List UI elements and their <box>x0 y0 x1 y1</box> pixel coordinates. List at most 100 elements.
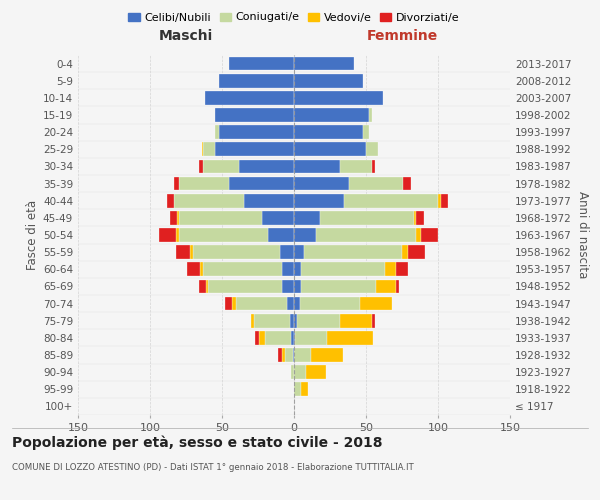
Bar <box>294 176 349 190</box>
Bar <box>421 228 438 242</box>
Bar <box>294 246 304 259</box>
Bar <box>294 366 305 379</box>
Bar <box>179 176 229 190</box>
Bar <box>229 176 294 190</box>
Bar <box>193 246 280 259</box>
Bar <box>416 211 424 224</box>
Bar <box>297 314 340 328</box>
Bar <box>294 108 369 122</box>
Bar <box>294 382 301 396</box>
Bar <box>280 246 294 259</box>
Text: Femmine: Femmine <box>367 29 437 43</box>
Bar <box>236 296 287 310</box>
Bar <box>203 160 239 173</box>
Bar <box>369 108 372 122</box>
Bar <box>372 314 374 328</box>
Bar <box>265 331 291 344</box>
Bar <box>360 296 392 310</box>
Bar <box>268 228 294 242</box>
Bar <box>232 296 236 310</box>
Bar <box>295 331 327 344</box>
Bar <box>200 262 203 276</box>
Bar <box>320 211 413 224</box>
Bar <box>175 176 179 190</box>
Bar <box>215 142 294 156</box>
Bar <box>304 246 402 259</box>
Bar <box>199 280 206 293</box>
Bar <box>301 280 376 293</box>
Bar <box>225 296 232 310</box>
Bar <box>278 348 283 362</box>
Bar <box>179 211 262 224</box>
Legend: Celibi/Nubili, Coniugati/e, Vedovi/e, Divorziati/e: Celibi/Nubili, Coniugati/e, Vedovi/e, Di… <box>124 8 464 27</box>
Bar <box>349 176 403 190</box>
Bar <box>215 126 219 139</box>
Bar <box>290 314 294 328</box>
Bar <box>255 331 259 344</box>
Bar <box>176 246 190 259</box>
Bar <box>259 331 265 344</box>
Bar <box>291 331 294 344</box>
Bar <box>294 314 297 328</box>
Bar <box>293 348 294 362</box>
Bar <box>441 194 448 207</box>
Bar <box>294 126 363 139</box>
Bar <box>294 280 301 293</box>
Bar <box>283 280 294 293</box>
Bar <box>340 314 372 328</box>
Bar <box>203 262 283 276</box>
Bar <box>203 142 215 156</box>
Bar <box>372 160 374 173</box>
Bar <box>385 262 396 276</box>
Bar <box>344 194 438 207</box>
Bar <box>205 91 294 104</box>
Bar <box>219 74 294 88</box>
Bar <box>202 142 203 156</box>
Bar <box>294 296 300 310</box>
Bar <box>301 382 308 396</box>
Bar <box>294 56 355 70</box>
Bar <box>294 262 301 276</box>
Bar <box>438 194 441 207</box>
Bar <box>291 366 294 379</box>
Bar <box>363 126 369 139</box>
Bar <box>208 280 283 293</box>
Bar <box>396 262 408 276</box>
Bar <box>187 262 200 276</box>
Bar <box>199 160 203 173</box>
Bar <box>294 348 311 362</box>
Bar <box>316 228 416 242</box>
Bar <box>294 194 344 207</box>
Bar <box>229 56 294 70</box>
Bar <box>408 246 425 259</box>
Bar <box>403 176 410 190</box>
Bar <box>158 228 176 242</box>
Bar <box>167 194 175 207</box>
Bar <box>179 228 268 242</box>
Bar <box>327 331 373 344</box>
Bar <box>416 228 421 242</box>
Bar <box>239 160 294 173</box>
Bar <box>294 331 295 344</box>
Bar <box>294 74 363 88</box>
Bar <box>178 211 179 224</box>
Bar <box>190 246 193 259</box>
Bar <box>294 142 366 156</box>
Bar <box>402 246 408 259</box>
Bar <box>219 126 294 139</box>
Bar <box>340 160 372 173</box>
Text: Maschi: Maschi <box>159 29 213 43</box>
Bar <box>366 142 377 156</box>
Bar <box>300 296 360 310</box>
Bar <box>286 348 293 362</box>
Bar <box>176 228 179 242</box>
Bar <box>376 280 396 293</box>
Bar <box>262 211 294 224</box>
Y-axis label: Fasce di età: Fasce di età <box>26 200 39 270</box>
Bar <box>244 194 294 207</box>
Bar <box>396 280 399 293</box>
Bar <box>254 314 290 328</box>
Bar <box>294 211 320 224</box>
Bar <box>283 262 294 276</box>
Bar <box>287 296 294 310</box>
